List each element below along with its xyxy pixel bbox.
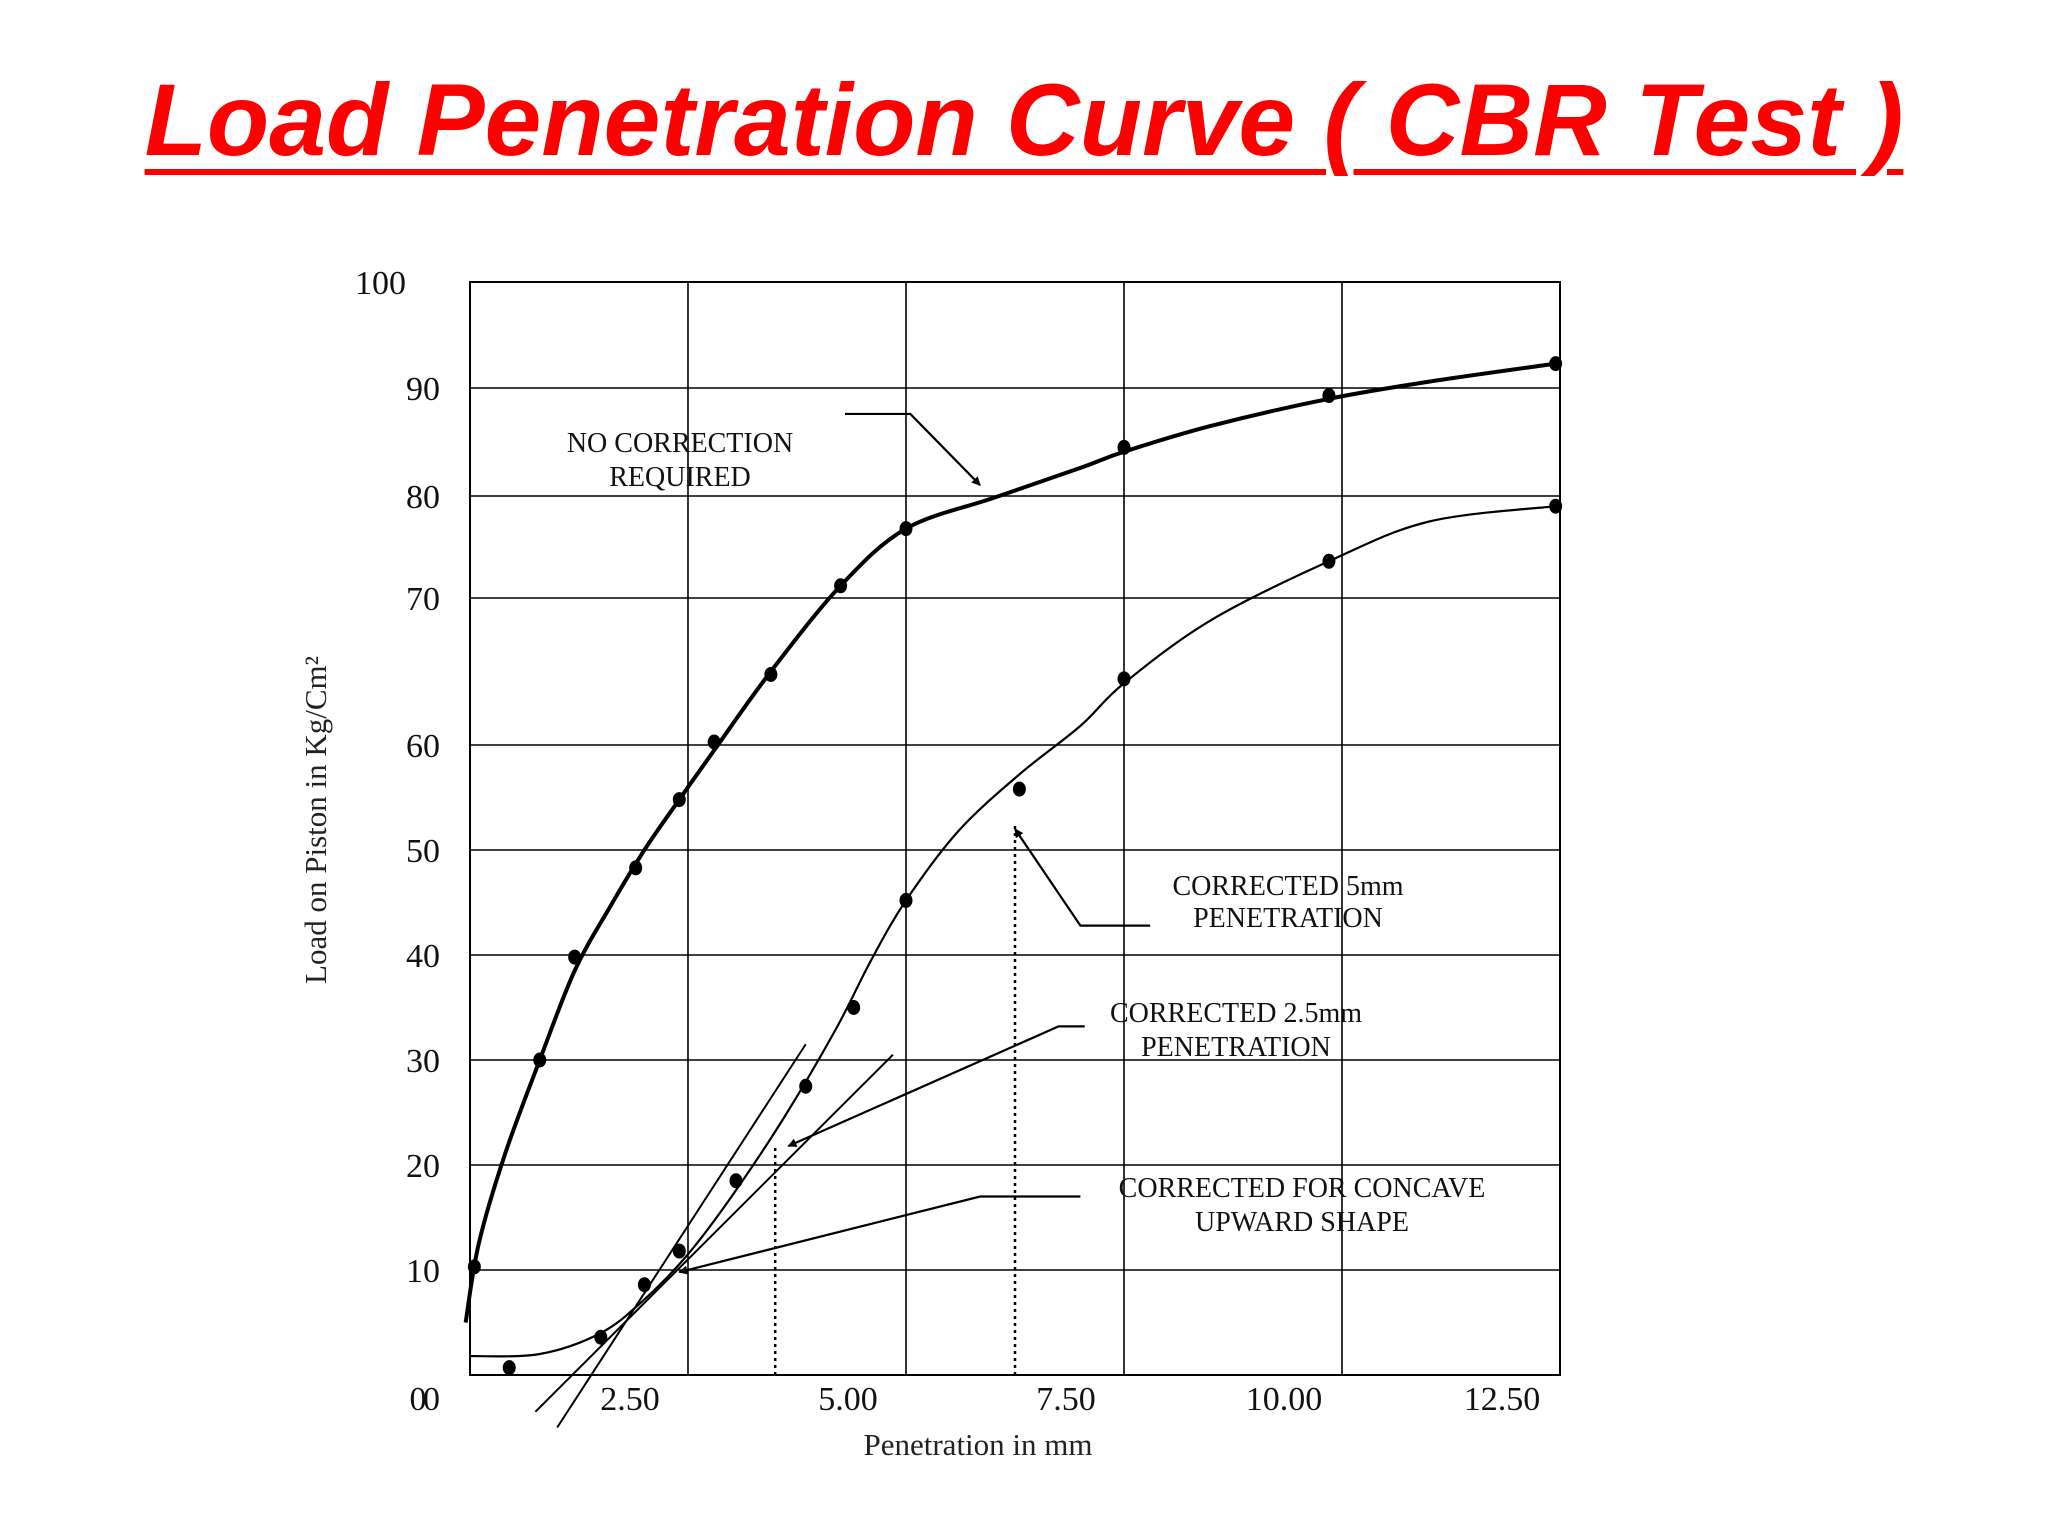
annotation-text: NO CORRECTION [567,428,793,459]
y-tick-label: 80 [406,479,440,516]
annotation-text: CORRECTED 5mm [1172,871,1403,902]
series-1-point [568,949,582,965]
y-tick-label: 50 [406,833,440,870]
series-2-point [1012,781,1026,797]
x-tick-label: 0 [410,1381,427,1418]
series-2-point [899,892,913,908]
x-tick-label: 10.00 [1246,1381,1323,1418]
series-1-point [1549,356,1563,372]
series-1-point [467,1259,481,1275]
point-layer [467,356,1563,1376]
series-1-point [1117,439,1131,455]
x-axis-label: Penetration in mm [863,1427,1092,1462]
annotation-text: REQUIRED [609,462,751,493]
tangent-line [534,1054,894,1413]
series-2-point [637,1277,651,1293]
annotation-arrow [844,412,981,486]
y-tick-label: 30 [406,1043,440,1080]
series-1-point [1322,388,1336,404]
series-2-point [1117,671,1131,687]
grid-layer [469,281,1561,1376]
annotation-text: CORRECTED FOR CONCAVE [1119,1173,1486,1204]
series-1-point [629,860,643,876]
series-1-point [533,1052,547,1068]
annotation-text: PENETRATION [1193,903,1383,934]
annotation-arrow [787,1025,1085,1148]
y-tick-label: 10 [406,1253,440,1290]
y-tick-label: 20 [406,1148,440,1185]
annotation-text: UPWARD SHAPE [1195,1207,1409,1238]
annotation-arrow [1014,828,1151,927]
series-2-point [672,1243,686,1259]
series-2-point [594,1329,608,1345]
tick-label-layer: 0 10 20 30 40 50 60 70 80 90 100 0 2.50 5.00 7.50 10.00… [355,265,1540,1418]
series-2-point [847,1000,861,1015]
x-tick-label: 5.00 [818,1381,878,1418]
x-tick-label: 2.50 [600,1381,660,1418]
x-tick-label: 7.50 [1036,1381,1096,1418]
series-1-point [899,521,913,537]
tangent-line [556,1043,807,1429]
series-1-point [672,792,686,808]
annotation-arrow [678,1195,1081,1275]
series-1-point [707,734,721,750]
y-tick-label: 70 [406,581,440,618]
y-axis-label: Load on Piston in Kg/Cm² [298,656,333,984]
series-1-point [764,666,778,682]
series-2-point [799,1078,813,1094]
y-tick-label: 90 [406,371,440,408]
x-tick-label: 12.50 [1464,1381,1541,1418]
series-2-point [502,1360,516,1376]
y-tick-label: 40 [406,938,440,975]
y-tick-label: 60 [406,728,440,765]
annotation-text: PENETRATION [1141,1032,1331,1063]
annotation-text: CORRECTED 2.5mm [1110,998,1362,1029]
y-tick-label: 100 [355,265,406,302]
y-tick-label: 0 [423,1381,440,1418]
series-2-point [1322,553,1336,569]
series-2-point [729,1173,743,1189]
series-1-point [834,578,848,594]
series-2-point [1549,498,1563,514]
slide-title: Load Penetration Curve ( CBR Test ) [144,63,1904,177]
